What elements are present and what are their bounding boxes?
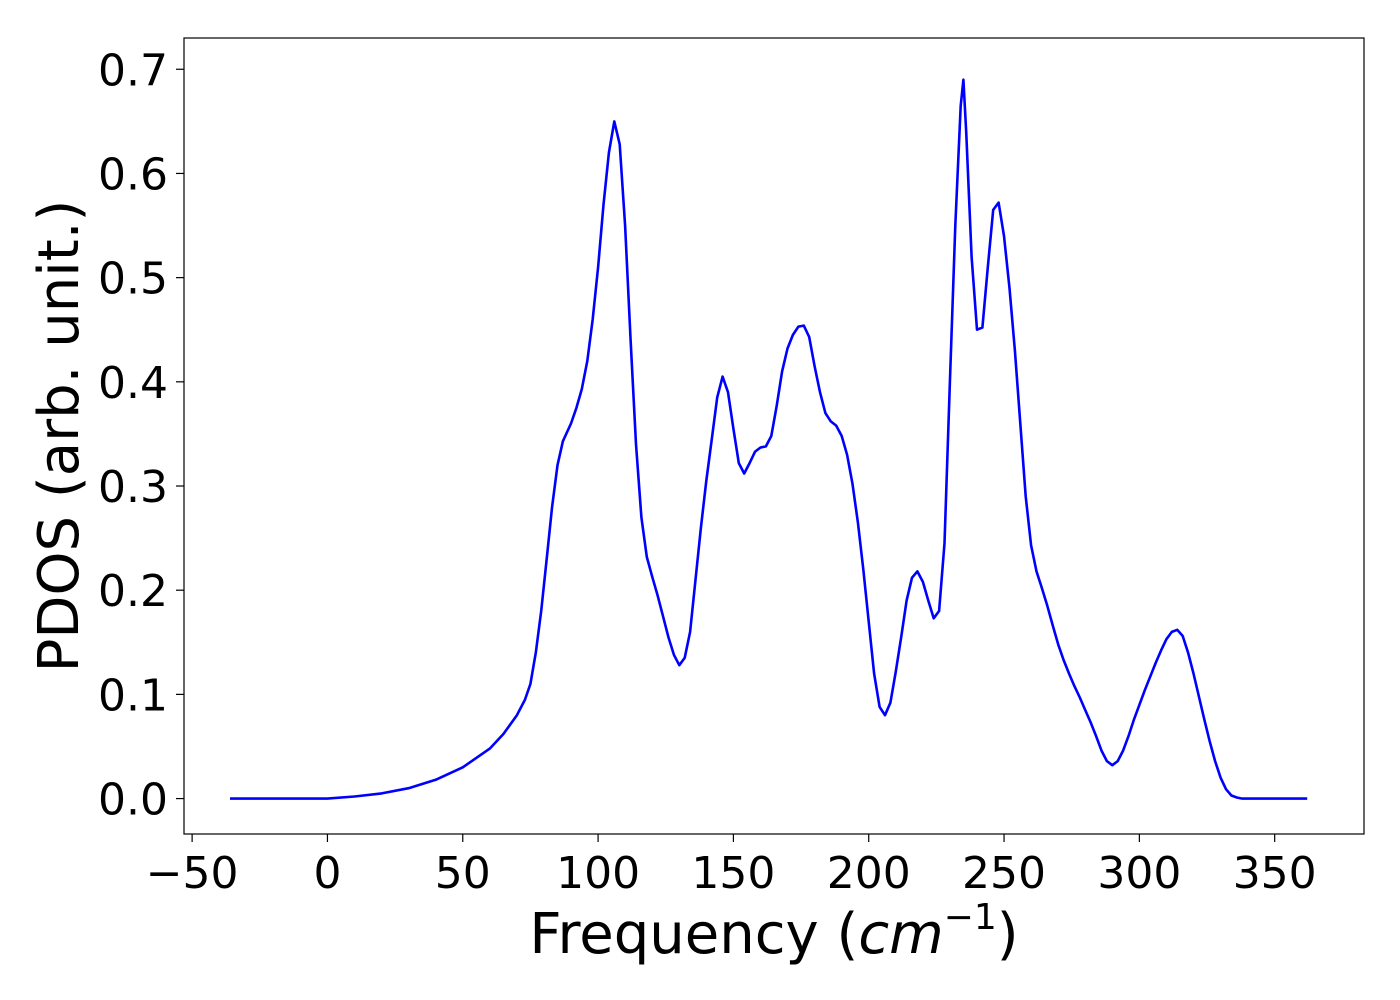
- x-axis-title-unit: cm: [858, 902, 943, 967]
- x-axis-title-text: Frequency (: [529, 902, 858, 967]
- y-axis-title: PDOS (arb. unit.): [27, 200, 92, 673]
- x-tick-label: 50: [435, 848, 491, 899]
- x-tick-label: 200: [827, 848, 911, 899]
- x-axis-ticks: −50 0 50 100 150 200 250 300 350: [146, 834, 1317, 899]
- x-axis-title-close: ): [997, 902, 1019, 967]
- y-axis-ticks: 0.0 0.1 0.2 0.3 0.4 0.5 0.6 0.7: [98, 45, 184, 826]
- y-tick-label: 0.6: [98, 149, 168, 200]
- x-axis-title-exponent: −1: [944, 897, 997, 938]
- y-tick-label: 0.1: [98, 670, 168, 721]
- pdos-series-line: [230, 78, 1308, 800]
- plot-area: [183, 37, 1365, 835]
- y-tick-label: 0.4: [98, 358, 168, 409]
- x-tick-label: −50: [146, 848, 239, 899]
- x-axis-title: Frequency (cm−1): [529, 897, 1018, 967]
- x-tick-label: 300: [1097, 848, 1181, 899]
- x-tick-label: 0: [313, 848, 341, 899]
- x-tick-label: 150: [691, 848, 775, 899]
- x-tick-label: 100: [556, 848, 640, 899]
- y-tick-label: 0.5: [98, 254, 168, 305]
- y-tick-label: 0.3: [98, 462, 168, 513]
- y-tick-label: 0.7: [98, 45, 168, 96]
- x-tick-label: 250: [962, 848, 1046, 899]
- y-tick-label: 0.0: [98, 775, 168, 826]
- x-tick-label: 350: [1233, 848, 1317, 899]
- y-tick-label: 0.2: [98, 566, 168, 617]
